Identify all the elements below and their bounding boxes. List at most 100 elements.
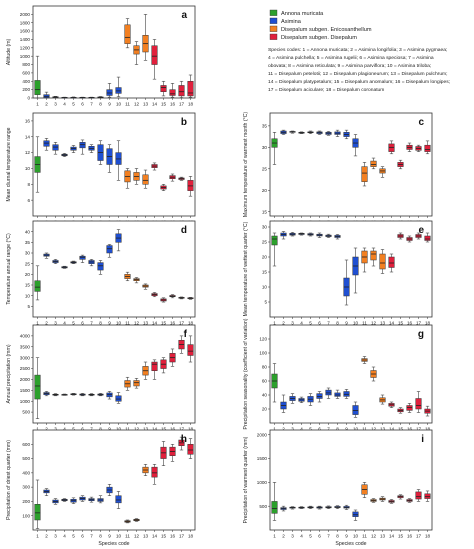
x-tick-label: 7 — [327, 321, 330, 326]
box-17 — [178, 176, 185, 181]
y-tick-label: 60 — [262, 379, 268, 384]
x-tick-label: 11 — [125, 321, 130, 326]
box-13 — [142, 283, 149, 290]
legend-label: Asimina — [281, 19, 302, 25]
x-tick-label: 16 — [170, 102, 176, 107]
box-11 — [124, 376, 131, 391]
species-codes-line: 11 = Disepalum petelotii; 12 = Disepalum… — [268, 71, 447, 77]
y-tick-label: 8 — [27, 182, 30, 187]
x-tick-label: 5 — [309, 534, 312, 539]
box-4 — [298, 506, 305, 509]
x-tick-label: 5 — [72, 534, 75, 539]
box-9 — [343, 504, 350, 510]
box-5 — [70, 497, 77, 504]
x-tick-label: 4 — [300, 427, 303, 432]
box-14 — [151, 39, 158, 80]
box-4 — [298, 131, 305, 134]
x-tick-label: 2 — [45, 321, 48, 326]
box-body — [187, 81, 194, 97]
species-codes-line: 14 = Disepalum platypetalum; 15 = Disepa… — [268, 79, 450, 85]
y-tick-label: 100 — [22, 513, 30, 518]
box-2 — [43, 252, 50, 259]
y-tick-label: 0 — [27, 96, 30, 101]
box-7 — [88, 496, 95, 503]
x-tick-label: 13 — [380, 427, 386, 432]
x-tick-label: 15 — [161, 534, 167, 539]
x-tick-label: 1 — [36, 534, 39, 539]
x-tick-label: 10 — [116, 427, 122, 432]
legend-swatch — [269, 33, 278, 40]
box-16 — [169, 173, 176, 182]
x-tick-label: 15 — [398, 321, 404, 326]
box-16 — [406, 403, 413, 413]
y-tick-label: 16 — [25, 119, 31, 124]
box-1 — [271, 132, 278, 165]
x-tick-label: 1 — [36, 427, 39, 432]
y-tick-label: 200 — [22, 87, 30, 92]
box-10 — [115, 491, 122, 509]
x-tick-label: 17 — [416, 534, 422, 539]
y-tick-label: 6 — [27, 198, 30, 203]
x-tick-label: 16 — [170, 534, 176, 539]
box-3 — [52, 96, 59, 98]
y-tick-label: 35 — [25, 240, 31, 245]
x-tick-label: 11 — [362, 321, 367, 326]
box-4 — [61, 393, 68, 396]
box-body — [415, 398, 422, 410]
box-body — [415, 491, 422, 500]
box-12 — [370, 247, 377, 267]
y-tick-label: 30 — [262, 225, 268, 230]
x-tick-label: 11 — [125, 534, 130, 539]
x-tick-label: 2 — [282, 534, 285, 539]
y-tick-label: 400 — [22, 470, 30, 475]
box-body — [151, 45, 158, 65]
x-tick-label: 1 — [273, 427, 276, 432]
y-tick-label: 500 — [22, 456, 30, 461]
x-axis-label: Species code — [335, 541, 366, 547]
x-tick-label: 13 — [143, 321, 149, 326]
y-tick-label: 1000 — [257, 480, 268, 485]
box-body — [388, 256, 395, 268]
x-tick-label: 18 — [425, 534, 431, 539]
box-body — [271, 501, 278, 514]
box-body — [34, 504, 41, 521]
box-7 — [88, 144, 95, 153]
box-15 — [160, 441, 167, 467]
box-6 — [79, 495, 86, 502]
box-7 — [325, 387, 332, 399]
box-4 — [61, 498, 68, 502]
box-1 — [271, 363, 278, 403]
box-7 — [88, 259, 95, 267]
x-tick-label: 12 — [134, 427, 140, 432]
x-tick-label: 10 — [116, 534, 122, 539]
box-9 — [343, 259, 350, 306]
box-body — [187, 344, 194, 356]
box-body — [178, 85, 185, 97]
y-tick-label: 40 — [25, 229, 31, 234]
y-tick-label: 14 — [25, 134, 31, 139]
box-9 — [106, 244, 113, 258]
x-tick-label: 18 — [188, 534, 194, 539]
box-13 — [142, 463, 149, 477]
y-tick-label: 20 — [262, 188, 268, 193]
x-tick-label: 15 — [398, 427, 404, 432]
species-codes-line: 4 = Asimina pulchella; 5 = Asimina rugel… — [268, 55, 434, 61]
y-tick-label: 10 — [262, 285, 268, 290]
x-tick-label: 12 — [134, 102, 140, 107]
y-tick-label: 2500 — [20, 366, 31, 371]
box-11 — [124, 18, 131, 49]
box-body — [106, 245, 113, 254]
box-2 — [43, 91, 50, 99]
y-tick-label: 1000 — [20, 399, 31, 404]
x-tick-label: 7 — [90, 534, 93, 539]
legend-swatch — [269, 9, 278, 16]
box-4 — [298, 232, 305, 236]
x-tick-label: 9 — [345, 427, 348, 432]
y-tick-label: 2000 — [20, 377, 31, 382]
y-tick-label: 600 — [22, 442, 30, 447]
x-tick-label: 8 — [336, 321, 339, 326]
box-2 — [43, 138, 50, 151]
y-tick-label: 120 — [259, 337, 267, 342]
box-18 — [187, 74, 194, 98]
box-5 — [307, 130, 314, 134]
